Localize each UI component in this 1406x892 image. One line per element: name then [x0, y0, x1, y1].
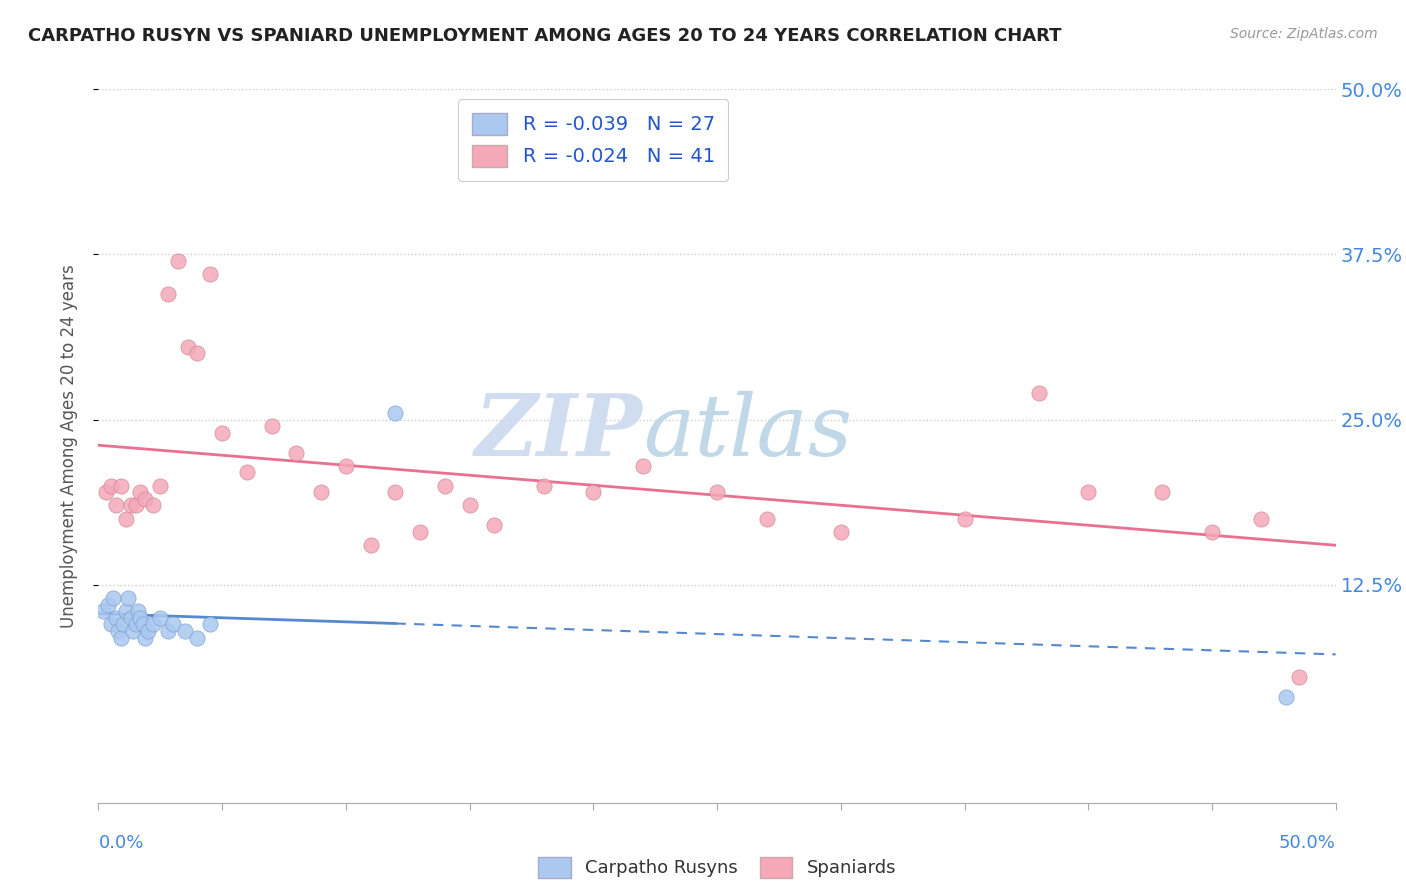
Point — [134, 491, 156, 506]
Point — [260, 419, 283, 434]
Point — [120, 499, 142, 513]
Point — [236, 466, 259, 480]
Point — [97, 598, 120, 612]
Text: 50.0%: 50.0% — [1279, 834, 1336, 852]
Point — [93, 604, 115, 618]
Point — [156, 287, 179, 301]
Point — [134, 631, 156, 645]
Point — [149, 478, 172, 492]
Point — [103, 591, 125, 605]
Point — [132, 617, 155, 632]
Point — [114, 511, 136, 525]
Point — [1275, 690, 1298, 704]
Point — [156, 624, 179, 638]
Point — [211, 425, 233, 440]
Text: atlas: atlas — [643, 391, 852, 473]
Point — [94, 485, 117, 500]
Point — [129, 485, 152, 500]
Point — [124, 499, 146, 513]
Point — [136, 624, 159, 638]
Point — [110, 478, 132, 492]
Point — [409, 524, 432, 539]
Point — [1077, 485, 1099, 500]
Point — [104, 611, 127, 625]
Point — [127, 604, 149, 618]
Point — [176, 340, 198, 354]
Point — [186, 346, 208, 360]
Point — [953, 511, 976, 525]
Point — [384, 485, 406, 500]
Point — [484, 518, 506, 533]
Text: 0.0%: 0.0% — [98, 834, 143, 852]
Text: CARPATHO RUSYN VS SPANIARD UNEMPLOYMENT AMONG AGES 20 TO 24 YEARS CORRELATION CH: CARPATHO RUSYN VS SPANIARD UNEMPLOYMENT … — [28, 27, 1062, 45]
Point — [107, 624, 129, 638]
Y-axis label: Unemployment Among Ages 20 to 24 years: Unemployment Among Ages 20 to 24 years — [59, 264, 77, 628]
Point — [100, 478, 122, 492]
Point — [582, 485, 605, 500]
Point — [104, 499, 127, 513]
Point — [166, 254, 188, 268]
Point — [162, 617, 184, 632]
Point — [186, 631, 208, 645]
Point — [117, 591, 139, 605]
Point — [120, 611, 142, 625]
Point — [1028, 386, 1050, 401]
Point — [631, 458, 654, 473]
Point — [142, 499, 165, 513]
Point — [110, 631, 132, 645]
Point — [533, 478, 555, 492]
Point — [309, 485, 332, 500]
Point — [360, 538, 382, 552]
Point — [1201, 524, 1223, 539]
Point — [198, 267, 221, 281]
Point — [706, 485, 728, 500]
Point — [433, 478, 456, 492]
Point — [114, 604, 136, 618]
Point — [458, 499, 481, 513]
Point — [174, 624, 197, 638]
Point — [755, 511, 778, 525]
Point — [1288, 670, 1310, 684]
Point — [149, 611, 172, 625]
Point — [100, 617, 122, 632]
Point — [384, 406, 406, 420]
Legend: Carpatho Rusyns, Spaniards: Carpatho Rusyns, Spaniards — [529, 847, 905, 887]
Text: Source: ZipAtlas.com: Source: ZipAtlas.com — [1230, 27, 1378, 41]
Point — [122, 624, 145, 638]
Point — [124, 617, 146, 632]
Point — [142, 617, 165, 632]
Point — [335, 458, 357, 473]
Point — [198, 617, 221, 632]
Point — [830, 524, 852, 539]
Point — [285, 445, 308, 459]
Point — [129, 611, 152, 625]
Point — [1250, 511, 1272, 525]
Point — [1152, 485, 1174, 500]
Text: ZIP: ZIP — [475, 390, 643, 474]
Point — [112, 617, 135, 632]
